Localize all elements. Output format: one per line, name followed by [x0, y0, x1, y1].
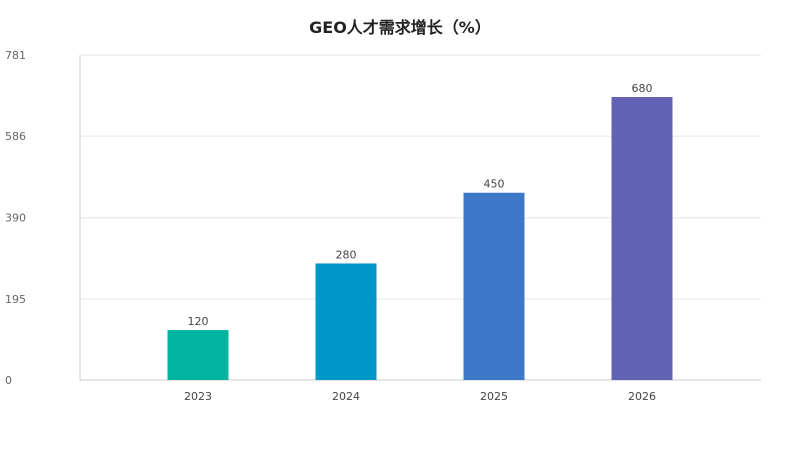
bar-value-label: 680 — [632, 82, 653, 95]
bar — [167, 330, 229, 380]
bar-value-label: 450 — [484, 178, 505, 191]
x-tick-label: 2026 — [628, 390, 656, 403]
y-tick-label: 195 — [5, 293, 26, 306]
bar — [463, 192, 525, 380]
x-tick-label: 2025 — [480, 390, 508, 403]
bar-value-label: 280 — [336, 248, 357, 261]
bar — [611, 97, 673, 380]
bar-value-label: 120 — [188, 315, 209, 328]
chart-title: GEO人才需求增长（%） — [309, 18, 491, 37]
x-tick-label: 2023 — [184, 390, 212, 403]
y-tick-label: 0 — [5, 374, 12, 387]
x-tick-label: 2024 — [332, 390, 360, 403]
y-tick-label: 781 — [5, 49, 26, 62]
bar — [315, 263, 377, 380]
y-tick-label: 390 — [5, 212, 26, 225]
y-tick-label: 586 — [5, 130, 26, 143]
